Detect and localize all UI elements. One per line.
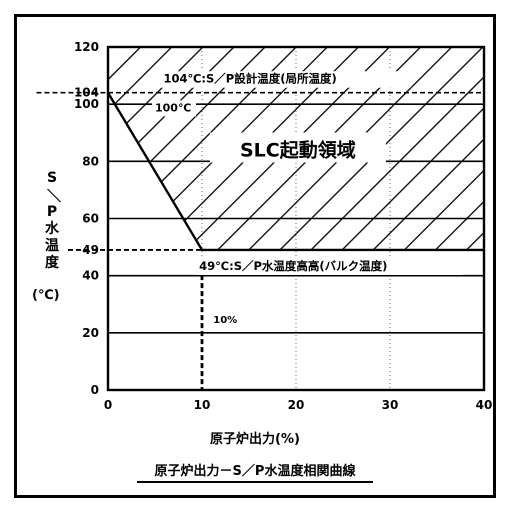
- y-tick-label: 20: [82, 326, 99, 340]
- annotation-104-bg: [160, 71, 411, 88]
- y-axis-label-char: S: [46, 170, 58, 186]
- plot-border: [106, 45, 486, 392]
- x-tick-label: 40: [476, 398, 493, 412]
- region-label-bg: [209, 132, 386, 163]
- y-tick-label: 120: [74, 40, 99, 54]
- region-label: SLC起動領域: [240, 138, 356, 161]
- y-axis-label-char: ／: [44, 188, 61, 203]
- chart-title: 原子炉出力－S／P水温度相関曲線: [0, 460, 510, 483]
- x-tick-label: 10: [194, 398, 211, 412]
- slc-region: SLC起動領域: [108, 47, 484, 250]
- y-tick-label: 0: [91, 383, 99, 397]
- annotation-100-bg: [152, 100, 196, 117]
- annotations: 104℃:S／P設計温度(局所温度) 100℃ 49℃:S／P水温度高高(バルク温度…: [152, 71, 463, 326]
- x-axis-label: 原子炉出力(%): [210, 432, 300, 447]
- y-axis-unit: (℃): [32, 288, 60, 303]
- x-tick-label: 0: [104, 398, 112, 412]
- y-tick-label: 80: [82, 154, 99, 168]
- figure-frame: [14, 14, 496, 498]
- annotation-10pct: 10%: [213, 315, 237, 326]
- series-line: [106, 92, 484, 252]
- y-axis-label: S ／ P 水温度: [40, 170, 64, 272]
- x-tick-label: 30: [382, 398, 399, 412]
- y-tick-label: 40: [82, 269, 99, 283]
- y-axis-label-char: 度: [45, 255, 59, 271]
- y-tick-label: 100: [74, 97, 99, 111]
- y-tick-label: 104: [74, 86, 99, 100]
- y-axis-label-char: 水: [45, 221, 59, 237]
- y-tick-label: 49: [82, 243, 99, 257]
- y-tick-label: 60: [82, 212, 99, 226]
- threshold-lines: [36, 45, 486, 392]
- annotation-104: 104℃:S／P設計温度(局所温度): [163, 72, 336, 86]
- annotation-49: 49℃:S／P水温度高高(バルク温度): [199, 259, 387, 273]
- annotation-100: 100℃: [155, 101, 191, 114]
- annotation-49-bg: [196, 258, 463, 275]
- y-axis-label-char: 温: [45, 238, 59, 254]
- x-tick-label: 20: [288, 398, 305, 412]
- y-axis-label-char: P: [46, 204, 58, 220]
